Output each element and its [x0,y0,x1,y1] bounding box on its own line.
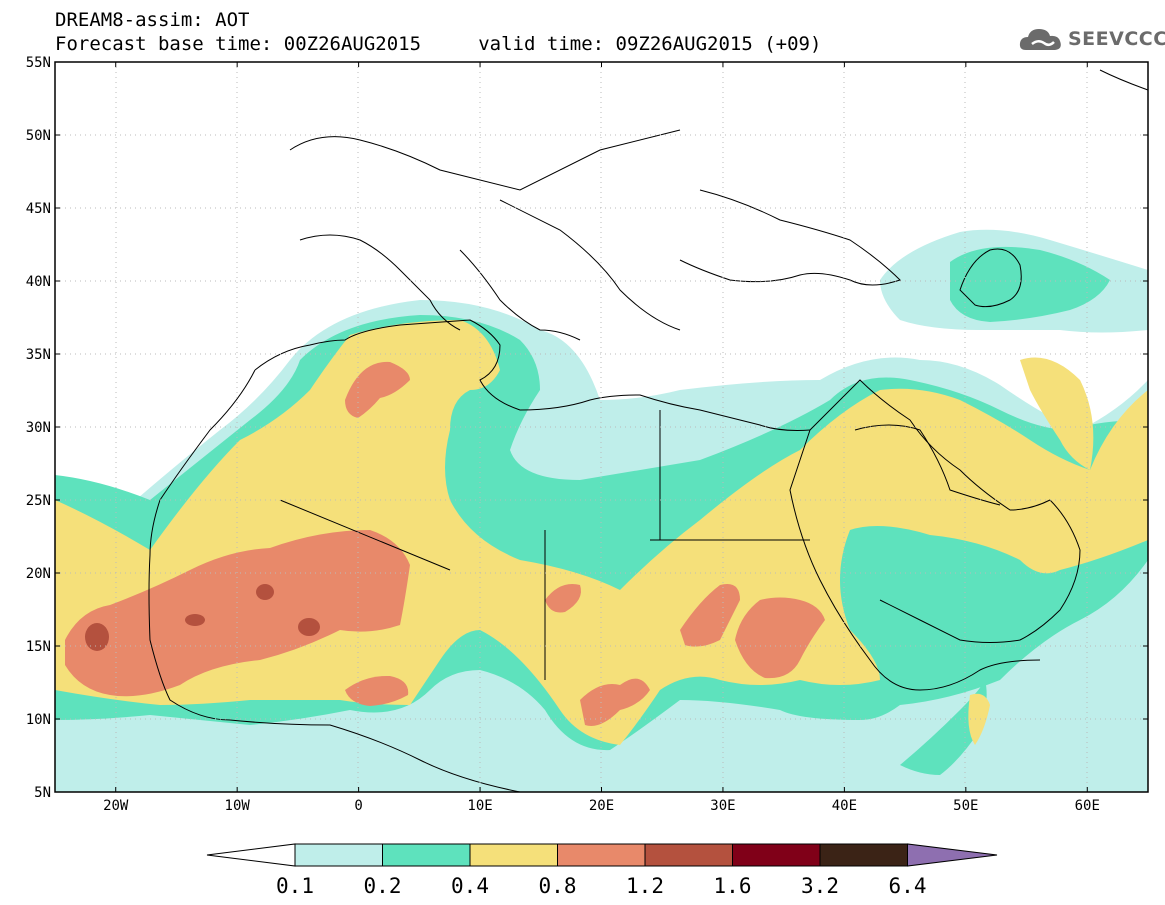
colorbar-bin [382,843,471,867]
colorbar-label: 0.1 [276,874,314,898]
longitude-axis: 20W 10W 0 10E 20E 30E 40E 50E 60E [103,62,1100,814]
aot-contour-0-8 [65,361,825,726]
lon-label: 30E [710,798,735,814]
colorbar-bin [644,843,733,867]
lat-label: 50N [26,128,51,144]
lon-label: 20W [103,798,129,814]
lat-label: 45N [26,201,51,217]
colorbar-bin [469,843,558,867]
colorbar-bin [732,843,821,867]
cloud-icon [1019,29,1061,50]
colorbar-over-arrow [907,843,998,867]
lat-label: 55N [26,55,51,71]
title-line1: DREAM8-assim: AOT [55,9,250,31]
lat-label: 25N [26,493,51,509]
lat-label: 40N [26,274,51,290]
colorbar-bin [819,843,908,867]
lon-label: 20E [589,798,614,814]
lon-label: 0 [354,798,362,814]
lat-label: 10N [26,712,51,728]
colorbar-label: 1.2 [626,874,664,898]
coastlines [148,69,1148,792]
lon-label: 60E [1075,798,1100,814]
colorbar-label: 0.4 [451,874,489,898]
colorbar-label: 0.8 [539,874,577,898]
logo-text: SEEVCCC [1068,28,1165,50]
colorbar-bin [294,843,383,867]
graticule [55,62,1148,792]
colorbar-label: 0.2 [364,874,402,898]
latitude-axis: 55N 50N 45N 40N 35N 30N 25N 20N 15N 10N 5N [26,55,1148,801]
lon-label: 10W [225,798,251,814]
lon-label: 10E [467,798,492,814]
colorbar-label: 1.6 [714,874,752,898]
lon-label: 40E [832,798,857,814]
lat-label: 35N [26,347,51,363]
map-area [55,62,1148,792]
lat-label: 30N [26,420,51,436]
seevccc-logo: SEEVCCC [1018,24,1165,56]
colorbar-label: 6.4 [889,874,927,898]
lat-label: 20N [26,566,51,582]
colorbar-under-arrow [206,843,296,867]
colorbar-bin [557,843,646,867]
lat-label: 5N [34,785,51,801]
colorbar: 0.1 0.2 0.4 0.8 1.2 1.6 3.2 6.4 [206,843,998,898]
lat-label: 15N [26,639,51,655]
title-line2: Forecast base time: 00Z26AUG2015 valid t… [55,33,822,55]
lon-label: 50E [953,798,978,814]
colorbar-label: 3.2 [801,874,839,898]
aot-contour-1-2 [85,584,320,651]
